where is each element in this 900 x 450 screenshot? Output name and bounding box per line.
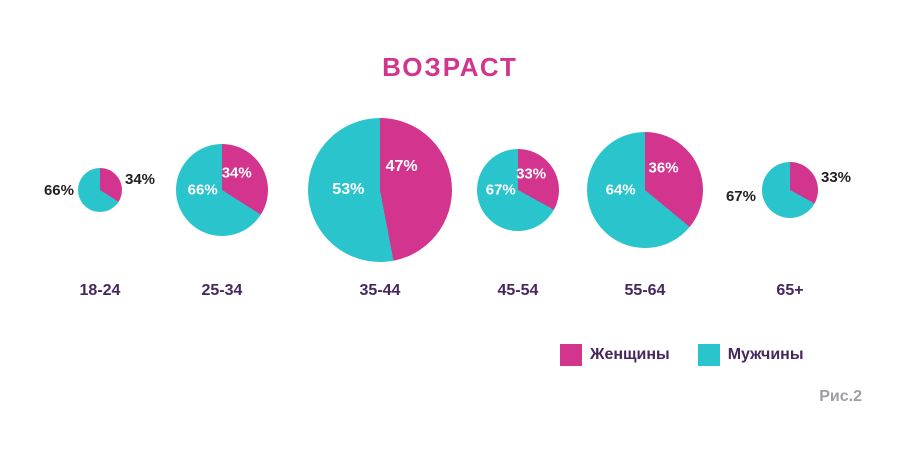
pie-18-24-women-label: 34% bbox=[125, 171, 156, 188]
pie-25-34-women-label: 34% bbox=[221, 164, 252, 182]
pie-25-34-men-label: 66% bbox=[187, 181, 218, 199]
age-label-35-44: 35-44 bbox=[359, 282, 401, 299]
age-label-65plus: 65+ bbox=[776, 282, 804, 299]
pie-45-54-women-label: 33% bbox=[516, 165, 547, 183]
pie-45-54: 33% 67% bbox=[477, 149, 559, 231]
legend-label-men: Мужчины bbox=[727, 346, 804, 363]
pie-18-24-men-label: 66% bbox=[43, 182, 74, 199]
pie-18-24 bbox=[78, 168, 122, 212]
pie-65plus bbox=[762, 162, 818, 218]
legend-label-women: Женщины bbox=[590, 346, 670, 363]
age-label-18-24: 18-24 bbox=[79, 282, 121, 299]
pie-25-34: 34% 66% bbox=[176, 144, 268, 236]
pie-35-44-men-label: 53% bbox=[332, 181, 365, 198]
age-label-55-64: 55-64 bbox=[624, 282, 666, 299]
pie-65plus-women-label: 33% bbox=[821, 169, 852, 186]
pie-55-64: 36% 64% bbox=[587, 132, 703, 248]
pie-65plus-men-label: 67% bbox=[725, 188, 756, 205]
pie-35-44: 47% 53% bbox=[308, 118, 452, 262]
legend-swatch-women bbox=[560, 344, 582, 366]
legend: Женщины Мужчины bbox=[560, 344, 804, 366]
figure-caption: Рис.2 bbox=[819, 388, 862, 405]
legend-swatch-men bbox=[697, 344, 720, 366]
pie-35-44-women-label: 47% bbox=[385, 157, 418, 175]
chart-title: ВОЗРАСТ bbox=[382, 52, 518, 82]
pie-45-54-men-label: 67% bbox=[485, 181, 516, 199]
age-label-45-54: 45-54 bbox=[497, 282, 539, 299]
pie-55-64-men-label: 64% bbox=[605, 181, 636, 199]
age-label-25-34: 25-34 bbox=[201, 282, 243, 299]
pie-55-64-women-label: 36% bbox=[648, 159, 679, 177]
